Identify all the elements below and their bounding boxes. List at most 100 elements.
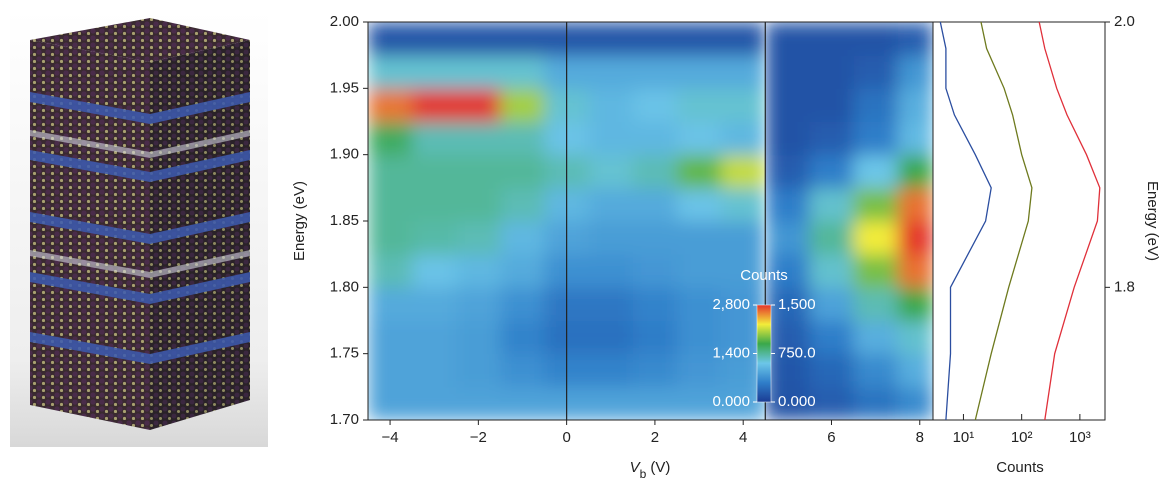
heatmap-cell xyxy=(456,353,501,388)
heatmap-cell xyxy=(897,121,934,156)
heatmap-cell xyxy=(632,88,678,122)
heatmap-cell xyxy=(412,154,457,189)
heatmap-cell xyxy=(721,88,766,122)
y-tick-label: 1.75 xyxy=(330,345,359,362)
heatmap-cell xyxy=(676,187,722,222)
y-tick-label: 1.70 xyxy=(330,411,359,428)
heatmap-cell xyxy=(853,55,899,89)
heatmap-cell xyxy=(412,221,457,255)
y-tick-label: 1.85 xyxy=(330,212,359,229)
heatmap-cell xyxy=(412,254,457,288)
heatmap-cell xyxy=(721,187,766,222)
crystal-illustration xyxy=(10,10,268,447)
heatmap-cell xyxy=(500,154,546,189)
heatmap-region xyxy=(368,22,766,421)
y-tick-label: 1.90 xyxy=(330,146,359,163)
y-tick-label: 1.80 xyxy=(330,278,359,295)
heatmap-cell xyxy=(897,22,934,56)
heatmap-cell xyxy=(897,320,934,355)
heatmap-cell xyxy=(632,121,678,156)
heatmap-cell xyxy=(765,22,810,56)
heatmap-cell xyxy=(809,287,855,321)
heatmap-cell xyxy=(809,386,855,421)
heatmap-cell xyxy=(500,88,546,122)
heatmap-cell xyxy=(500,320,546,355)
heatmap-cell xyxy=(897,287,934,321)
colorbar-tick-label: 750.0 xyxy=(778,344,816,361)
heatmap-cell xyxy=(676,353,722,388)
heatmap-cell xyxy=(368,254,413,288)
colorbar-tick-label: 1,400 xyxy=(712,344,750,361)
heatmap-cell xyxy=(632,353,678,388)
heatmap-cell xyxy=(588,187,634,222)
x-tick-label: 10¹ xyxy=(953,429,975,446)
x-label-symbol: V xyxy=(630,459,642,476)
heatmap-cell xyxy=(368,353,413,388)
spectrum-line xyxy=(974,21,1033,421)
heatmap-cell xyxy=(765,88,810,122)
spectra-frame xyxy=(932,21,1106,421)
heatmap-cell xyxy=(456,320,501,355)
heatmap-cell xyxy=(456,221,501,255)
heatmap-cell xyxy=(897,221,934,255)
heatmap-cell xyxy=(500,353,546,388)
heatmap-cell xyxy=(765,320,810,355)
heatmap-cell xyxy=(676,287,722,321)
heatmap-cell xyxy=(809,187,855,222)
x-tick-label: −2 xyxy=(470,429,487,446)
heatmap-cell xyxy=(853,320,899,355)
y-tick-label: 1.95 xyxy=(330,79,359,96)
colorbar-tick-label: 2,800 xyxy=(712,296,750,313)
heatmap-cell xyxy=(456,22,501,56)
heatmap-cell xyxy=(588,353,634,388)
heatmap-cell xyxy=(368,287,413,321)
heatmap-cell xyxy=(632,320,678,355)
heatmap-cell xyxy=(853,353,899,388)
heatmap-cell xyxy=(456,254,501,288)
heatmap-cell xyxy=(897,254,934,288)
heatmap-cell xyxy=(412,55,457,89)
colorbar-tick-label: 1,500 xyxy=(778,296,816,313)
heatmap-cell xyxy=(809,320,855,355)
heatmap-cell xyxy=(765,353,810,388)
heatmap-cell xyxy=(765,287,810,321)
x-tick-label: 6 xyxy=(827,429,835,446)
heatmap-cell xyxy=(897,353,934,388)
heatmap-cell xyxy=(721,221,766,255)
heatmap-cell xyxy=(765,386,810,421)
heatmap-cell xyxy=(500,22,546,56)
colorbar-title: Counts xyxy=(740,267,788,284)
heatmap-cell xyxy=(676,88,722,122)
heatmap-cell xyxy=(588,386,634,421)
heatmap-cell xyxy=(676,254,722,288)
heatmap-cell xyxy=(412,22,457,56)
heatmap-cell xyxy=(676,55,722,89)
heatmap-cell xyxy=(809,353,855,388)
heatmap-cell xyxy=(632,187,678,222)
heatmap-cell xyxy=(588,55,634,89)
heatmap-cell xyxy=(765,187,810,222)
y-tick-label: 2.0 xyxy=(1114,13,1135,30)
heatmap-cell xyxy=(412,88,457,122)
heatmap-cell xyxy=(676,121,722,156)
heatmap-cell xyxy=(500,55,546,89)
heatmap-cell xyxy=(500,287,546,321)
heatmap-cell xyxy=(632,221,678,255)
heatmap-cell xyxy=(632,386,678,421)
heatmap-cell xyxy=(721,121,766,156)
x-tick-label: 10² xyxy=(1011,429,1033,446)
heatmap-cell xyxy=(721,254,766,288)
heatmap-cell xyxy=(765,254,810,288)
heatmap-cell xyxy=(368,386,413,421)
heatmap-cell xyxy=(412,353,457,388)
heatmap-cell xyxy=(853,154,899,189)
heatmap-cell xyxy=(500,254,546,288)
heatmap-cell xyxy=(368,187,413,222)
heatmap-cell xyxy=(412,320,457,355)
heatmap-cell xyxy=(456,121,501,156)
x-axis-label: Vb (V) xyxy=(630,459,671,481)
heatmap-cell xyxy=(588,154,634,189)
heatmap-cell xyxy=(456,88,501,122)
heatmap-cell xyxy=(588,320,634,355)
heatmap-cell xyxy=(456,187,501,222)
